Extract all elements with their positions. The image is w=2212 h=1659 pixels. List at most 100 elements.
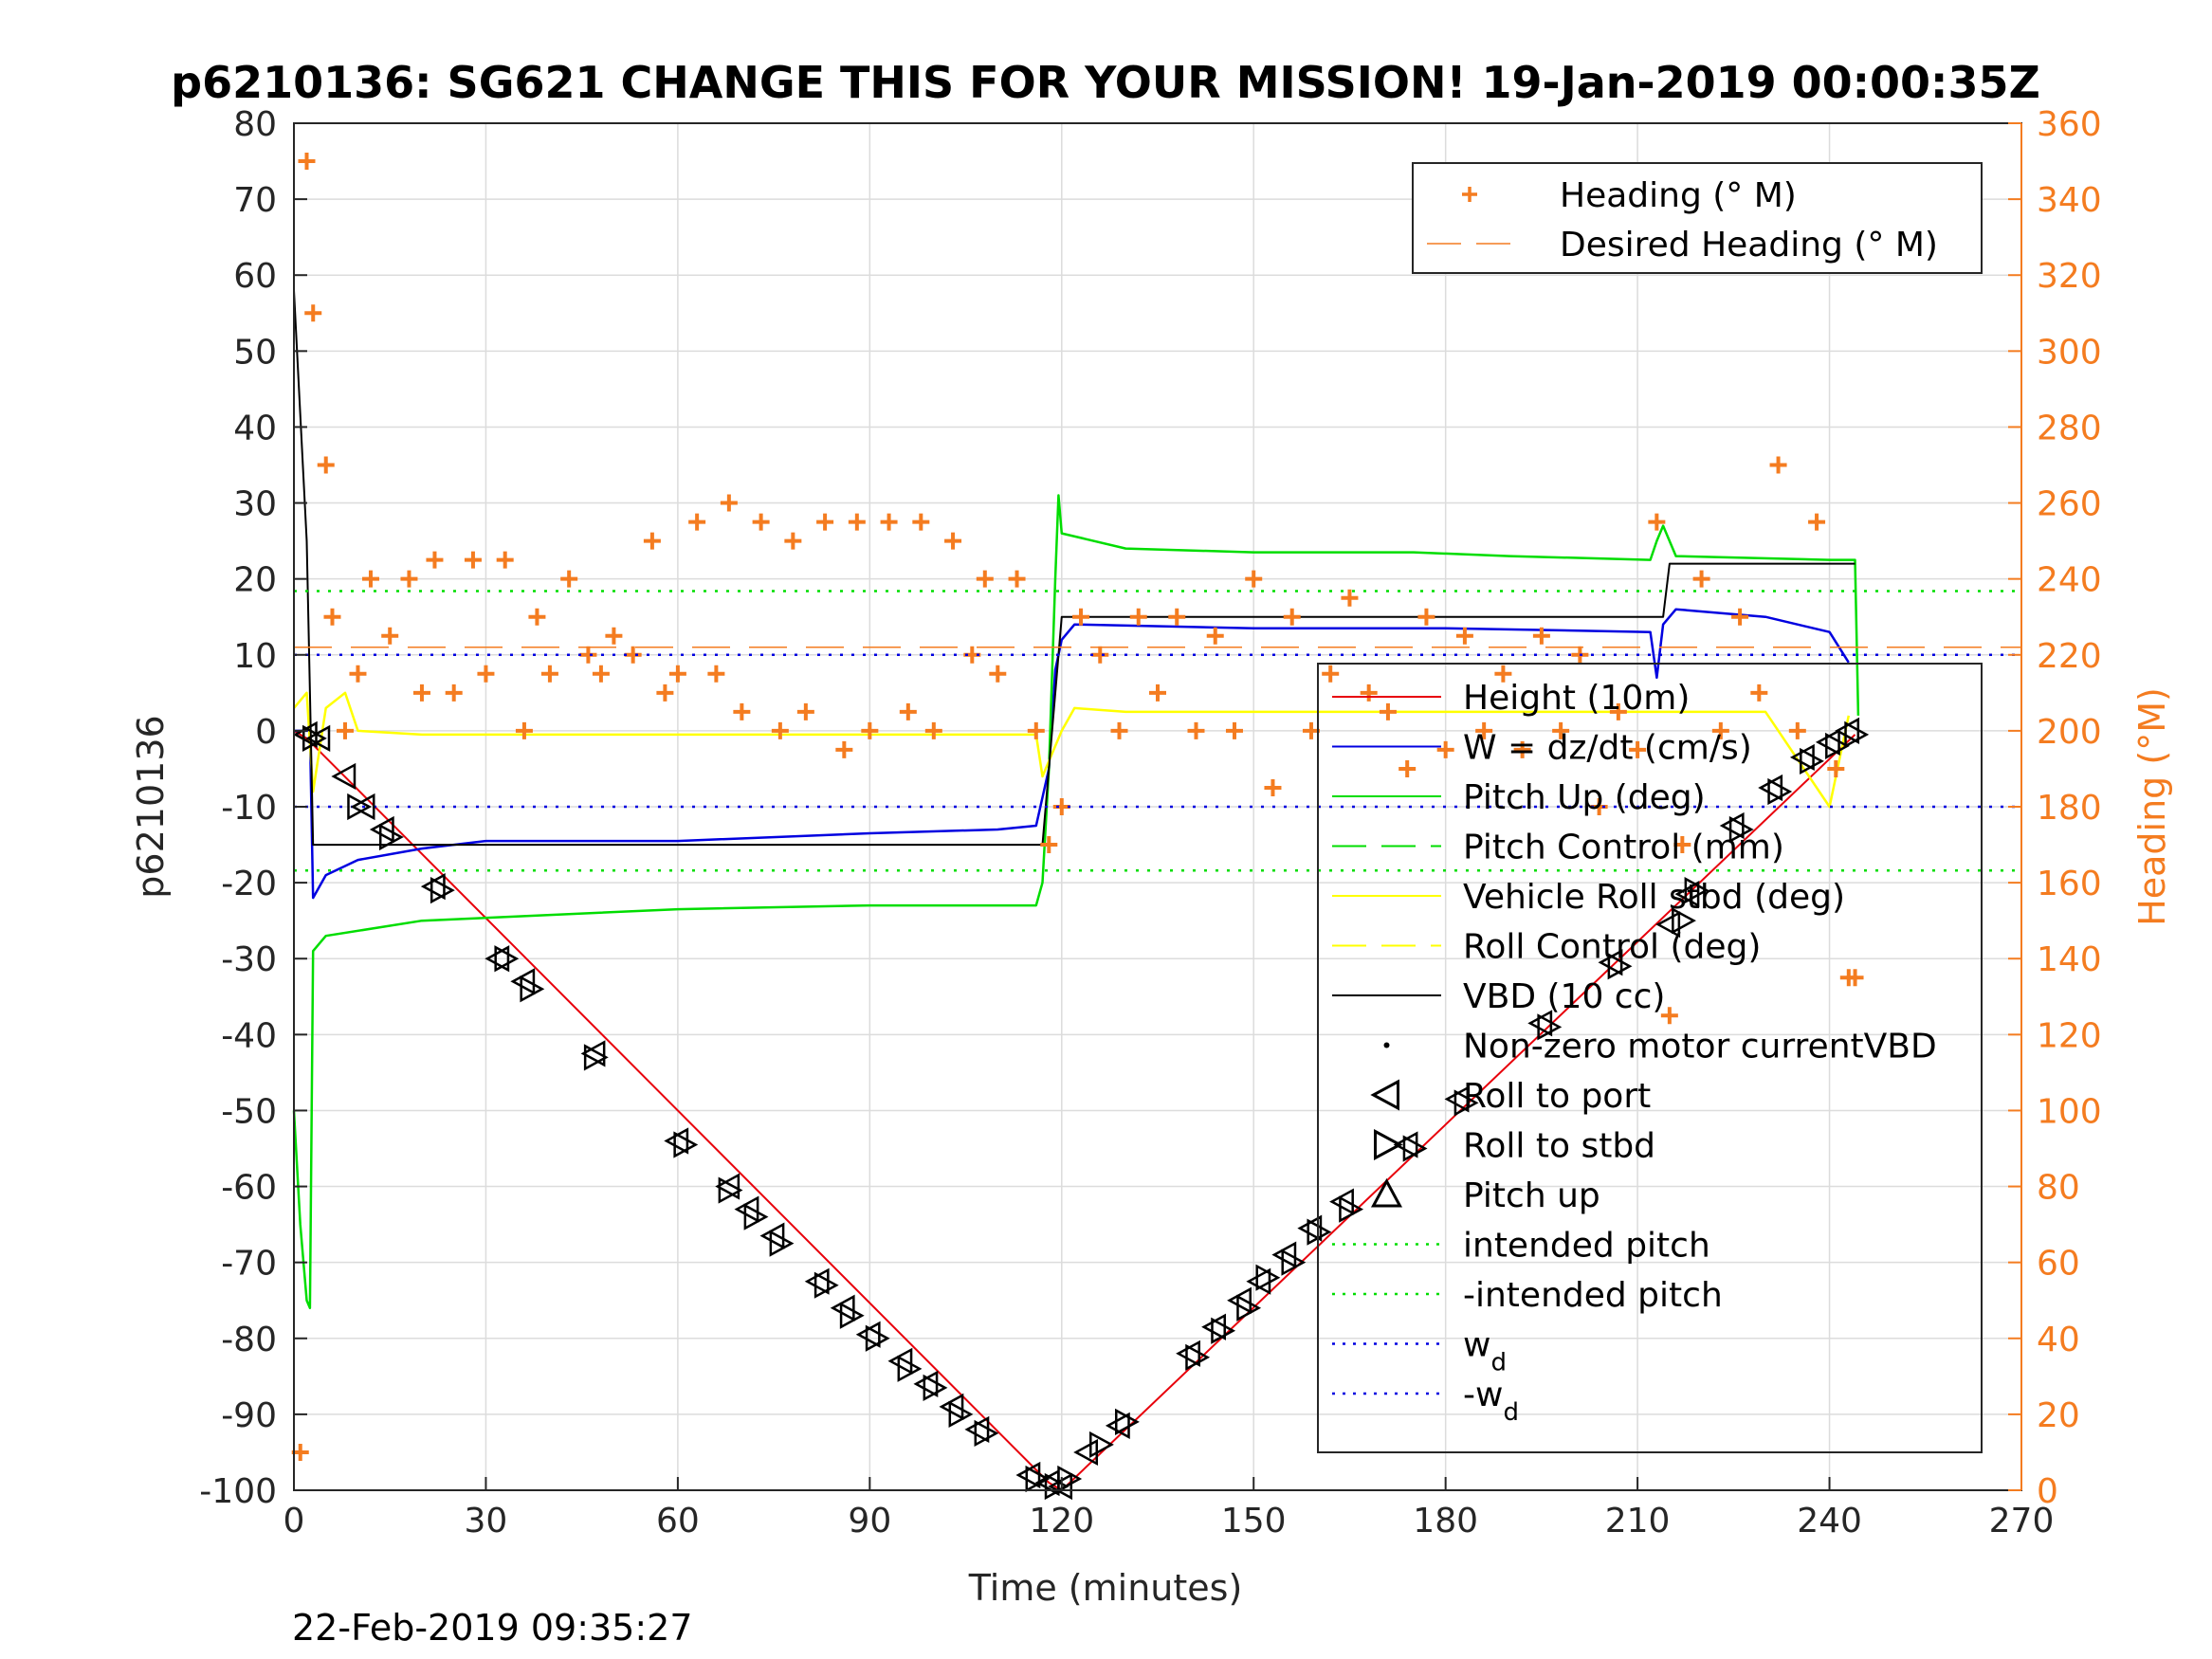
legend-top-label: Desired Heading (° M) [1560,226,1938,264]
y2-tick-label: 240 [2037,561,2102,600]
roll-port-marker [804,1267,830,1295]
roll-port-marker [420,873,446,901]
y-tick-label: 50 [233,333,277,372]
heading-point [1455,627,1473,645]
roll-port-marker [1758,774,1783,802]
heading-point [560,570,578,588]
y2-tick-label: 180 [2037,789,2102,828]
heading-point [880,513,898,531]
y2-tick-label: 0 [2037,1472,2058,1511]
roll-port-marker [1073,1438,1099,1467]
heading-point [1475,721,1493,739]
legend-main-label: Roll to port [1463,1077,1651,1116]
heading-point [496,551,514,569]
heading-point [477,665,495,683]
roll-stbd-marker [347,793,373,821]
roll-port-marker [1719,811,1745,840]
roll-port-marker [759,1222,785,1249]
y2-tick-label: 120 [2037,1016,2102,1055]
heading-point [1052,798,1070,815]
heading-point [720,494,738,512]
heading-point [1846,969,1864,987]
heading-point [1341,589,1359,607]
heading-point [1072,608,1090,626]
heading-point [912,513,930,531]
roll-port-marker [484,945,510,973]
heading-point [464,551,482,569]
heading-point [1008,570,1026,588]
x-tick-label: 150 [1221,1502,1287,1540]
heading-point [412,684,430,702]
roll-stbd-marker [1339,1195,1364,1223]
roll-port-marker [1674,881,1700,908]
y2-tick-label: 140 [2037,940,2102,979]
y2-tick-label: 60 [2037,1245,2080,1284]
roll-port-marker [939,1393,964,1420]
series-vbd-10-cc [293,290,1856,847]
heading-point [540,665,558,683]
heading-point [1149,684,1166,702]
heading-point [1552,721,1570,739]
y2-tick-label: 200 [2037,713,2102,752]
y-tick-label: 40 [233,409,277,447]
roll-port-marker [1227,1286,1252,1314]
heading-point [1648,513,1666,531]
legend-main-label: W = dz/dt (cm/s) [1463,729,1752,768]
y2-tick-label: 100 [2037,1092,2102,1131]
legend-subscript: d [1490,1349,1507,1377]
heading-point [733,702,751,720]
roll-port-marker [510,968,536,995]
legend-swatch [1462,187,1477,202]
legend-top-box [1412,162,1983,274]
roll-port-marker [1201,1313,1226,1340]
heading-point [1660,1007,1678,1025]
roll-stbd-marker [718,1176,743,1204]
y-tick-label: -60 [221,1169,277,1208]
legend-main-box [1317,663,1983,1453]
heading-point [1091,646,1109,664]
roll-port-marker [1297,1214,1323,1242]
legend-swatch [1370,1177,1403,1208]
heading-point [317,456,335,474]
heading-point [771,721,789,739]
y-tick-label: 0 [255,713,277,752]
roll-stbd-marker [839,1302,865,1329]
roll-port-marker [734,1195,759,1223]
roll-port-marker [1835,717,1860,744]
y2-tick-label: 280 [2037,409,2102,447]
legend-swatch [1383,1042,1390,1048]
y2-tick-label: 160 [2037,865,2102,903]
heading-point [1264,778,1282,796]
heading-point [1302,721,1320,739]
legend-swatch [1374,1128,1403,1161]
y2-tick-label: 40 [2037,1321,2080,1359]
legend-main-label: Roll to stbd [1463,1127,1655,1166]
roll-port-marker [305,724,331,753]
x-tick-label: 240 [1797,1502,1862,1540]
heading-point [1417,608,1435,626]
roll-stbd-marker [897,1355,923,1382]
heading-point [1808,513,1826,531]
heading-point [1532,627,1550,645]
y2-tick-label: 220 [2037,637,2102,676]
heading-point [323,608,341,626]
heading-point [349,665,367,683]
roll-port-marker [1176,1340,1200,1367]
heading-point [707,665,725,683]
y-tick-label: -40 [221,1016,277,1055]
x-tick-label: 30 [465,1502,508,1540]
legend-main-label: Non-zero motor currentVBD [1463,1028,1937,1066]
legend-heading: Heading (° M) Desired Heading (° M) [1412,162,1983,274]
heading-point [381,627,399,645]
axes: 0 30 60 90 120 150 180 210 240 270 80 70 60 50 40 30 20 1… [199,105,2101,1540]
roll-port-marker [664,1127,689,1155]
heading-point [445,684,463,702]
heading-point [656,684,674,702]
y-axis-label: p6210136 [130,715,172,898]
x-tick-label: 180 [1413,1502,1478,1540]
roll-port-marker [1271,1241,1297,1268]
roll-port-marker [1789,743,1815,772]
legend-main-label: Pitch Up (deg) [1463,778,1706,817]
x-tick-label: 210 [1605,1502,1671,1540]
